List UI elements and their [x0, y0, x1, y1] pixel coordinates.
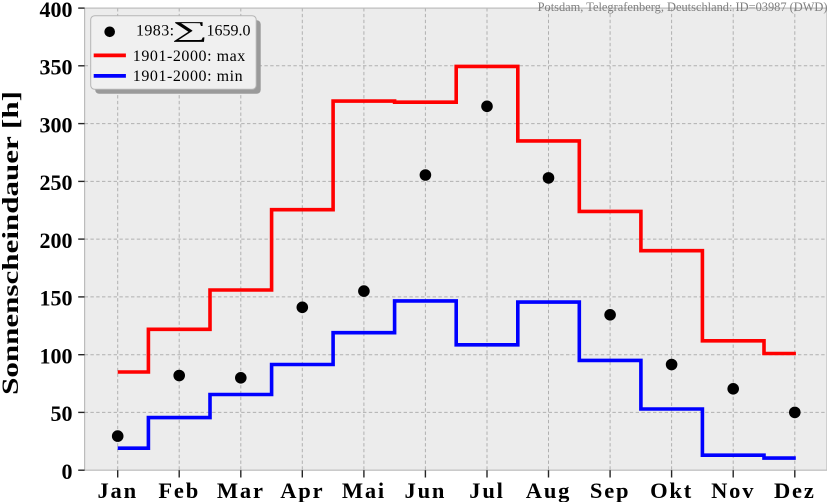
- svg-text:100: 100: [40, 343, 73, 368]
- svg-text:400: 400: [40, 0, 73, 22]
- svg-text:Aug: Aug: [526, 478, 571, 502]
- svg-text:1901-2000: min: 1901-2000: min: [133, 68, 243, 85]
- svg-text:350: 350: [40, 55, 73, 80]
- svg-text:Apr: Apr: [280, 478, 324, 502]
- svg-text:∑: ∑: [172, 17, 208, 42]
- svg-text:Sep: Sep: [590, 478, 630, 502]
- svg-text:300: 300: [40, 112, 73, 137]
- svg-text:Okt: Okt: [650, 478, 693, 502]
- svg-text:Jun: Jun: [405, 478, 447, 502]
- svg-text:200: 200: [40, 228, 73, 253]
- svg-text:Jan: Jan: [97, 478, 137, 502]
- svg-text:Sonnenscheindauer [h]: Sonnenscheindauer [h]: [0, 91, 23, 395]
- svg-text:Nov: Nov: [711, 478, 755, 502]
- svg-text:Mar: Mar: [217, 478, 265, 502]
- svg-text:250: 250: [40, 170, 73, 195]
- svg-text:1983:: 1983:: [136, 22, 174, 39]
- svg-text:Potsdam, Telegrafenberg, Deuts: Potsdam, Telegrafenberg, Deutschland: ID…: [538, 0, 827, 14]
- svg-text:Feb: Feb: [158, 478, 200, 502]
- svg-text:50: 50: [51, 401, 73, 426]
- svg-text:Dez: Dez: [774, 478, 816, 502]
- svg-text:150: 150: [40, 286, 73, 311]
- svg-text:0: 0: [62, 459, 73, 484]
- svg-text:1901-2000: max: 1901-2000: max: [133, 48, 246, 65]
- svg-text:Mai: Mai: [342, 478, 386, 502]
- svg-text:1659.0: 1659.0: [207, 22, 251, 39]
- svg-text:Jul: Jul: [469, 478, 504, 502]
